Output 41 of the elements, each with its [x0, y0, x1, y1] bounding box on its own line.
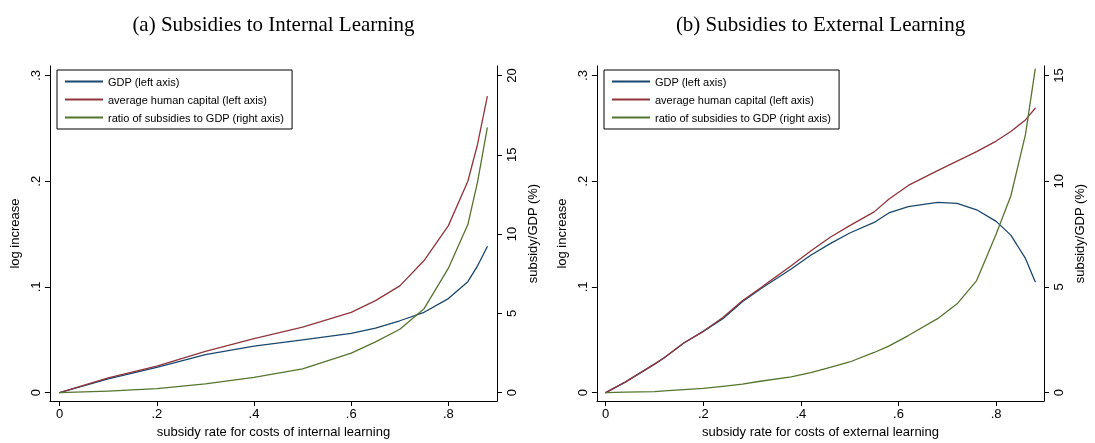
y-tick-label: .3 — [27, 70, 43, 81]
y-axis-title: log increase — [554, 198, 569, 269]
chart-title: (b) Subsidies to External Learning — [675, 11, 966, 36]
y-tick-label: .1 — [574, 281, 590, 293]
x-tick-label: .6 — [345, 406, 357, 422]
x-tick-label: 0 — [56, 406, 64, 422]
y2-tick-label: 5 — [504, 309, 519, 318]
x-tick-label: .4 — [248, 406, 260, 422]
legend-label: ratio of subsidies to GDP (right axis) — [108, 111, 284, 124]
x-tick-label: .2 — [697, 406, 709, 422]
x-tick-label: .2 — [151, 406, 163, 422]
y-tick-label: .2 — [27, 175, 43, 187]
legend-label: GDP (left axis) — [655, 75, 727, 88]
y-tick-label: .1 — [27, 281, 43, 293]
y-axis-title: log increase — [7, 198, 22, 269]
y-tick-label: 0 — [27, 389, 43, 397]
x-axis-title: subsidy rate for costs of internal learning — [156, 424, 391, 439]
x-axis-title: subsidy rate for costs of external learning — [701, 424, 939, 439]
y-tick-label: 0 — [574, 389, 590, 397]
chart-title: (a) Subsidies to Internal Learning — [132, 11, 416, 36]
x-tick-label: 0 — [602, 406, 610, 422]
x-tick-label: .8 — [442, 406, 454, 422]
y2-axis-title: subsidy/GDP (%) — [524, 183, 540, 284]
x-tick-label: .8 — [990, 406, 1002, 422]
y2-tick-label: 15 — [504, 147, 519, 163]
legend-label: average human capital (left axis) — [655, 93, 814, 106]
legend-label: ratio of subsidies to GDP (right axis) — [655, 111, 831, 124]
x-tick-label: .4 — [795, 406, 807, 422]
legend-label: average human capital (left axis) — [108, 93, 267, 106]
y2-tick-label: 15 — [1051, 68, 1066, 83]
y2-axis-title: subsidy/GDP (%) — [1071, 183, 1087, 284]
y-tick-label: .2 — [574, 175, 590, 187]
y-tick-label: .3 — [574, 70, 590, 81]
y2-tick-label: 0 — [1051, 389, 1066, 397]
legend-label: GDP (left axis) — [108, 75, 180, 88]
y2-tick-label: 10 — [504, 226, 519, 242]
x-tick-label: .6 — [893, 406, 904, 422]
y2-tick-label: 0 — [504, 389, 519, 397]
y2-tick-label: 20 — [504, 68, 519, 83]
y2-tick-label: 5 — [1051, 283, 1066, 291]
y2-tick-label: 10 — [1051, 173, 1066, 189]
